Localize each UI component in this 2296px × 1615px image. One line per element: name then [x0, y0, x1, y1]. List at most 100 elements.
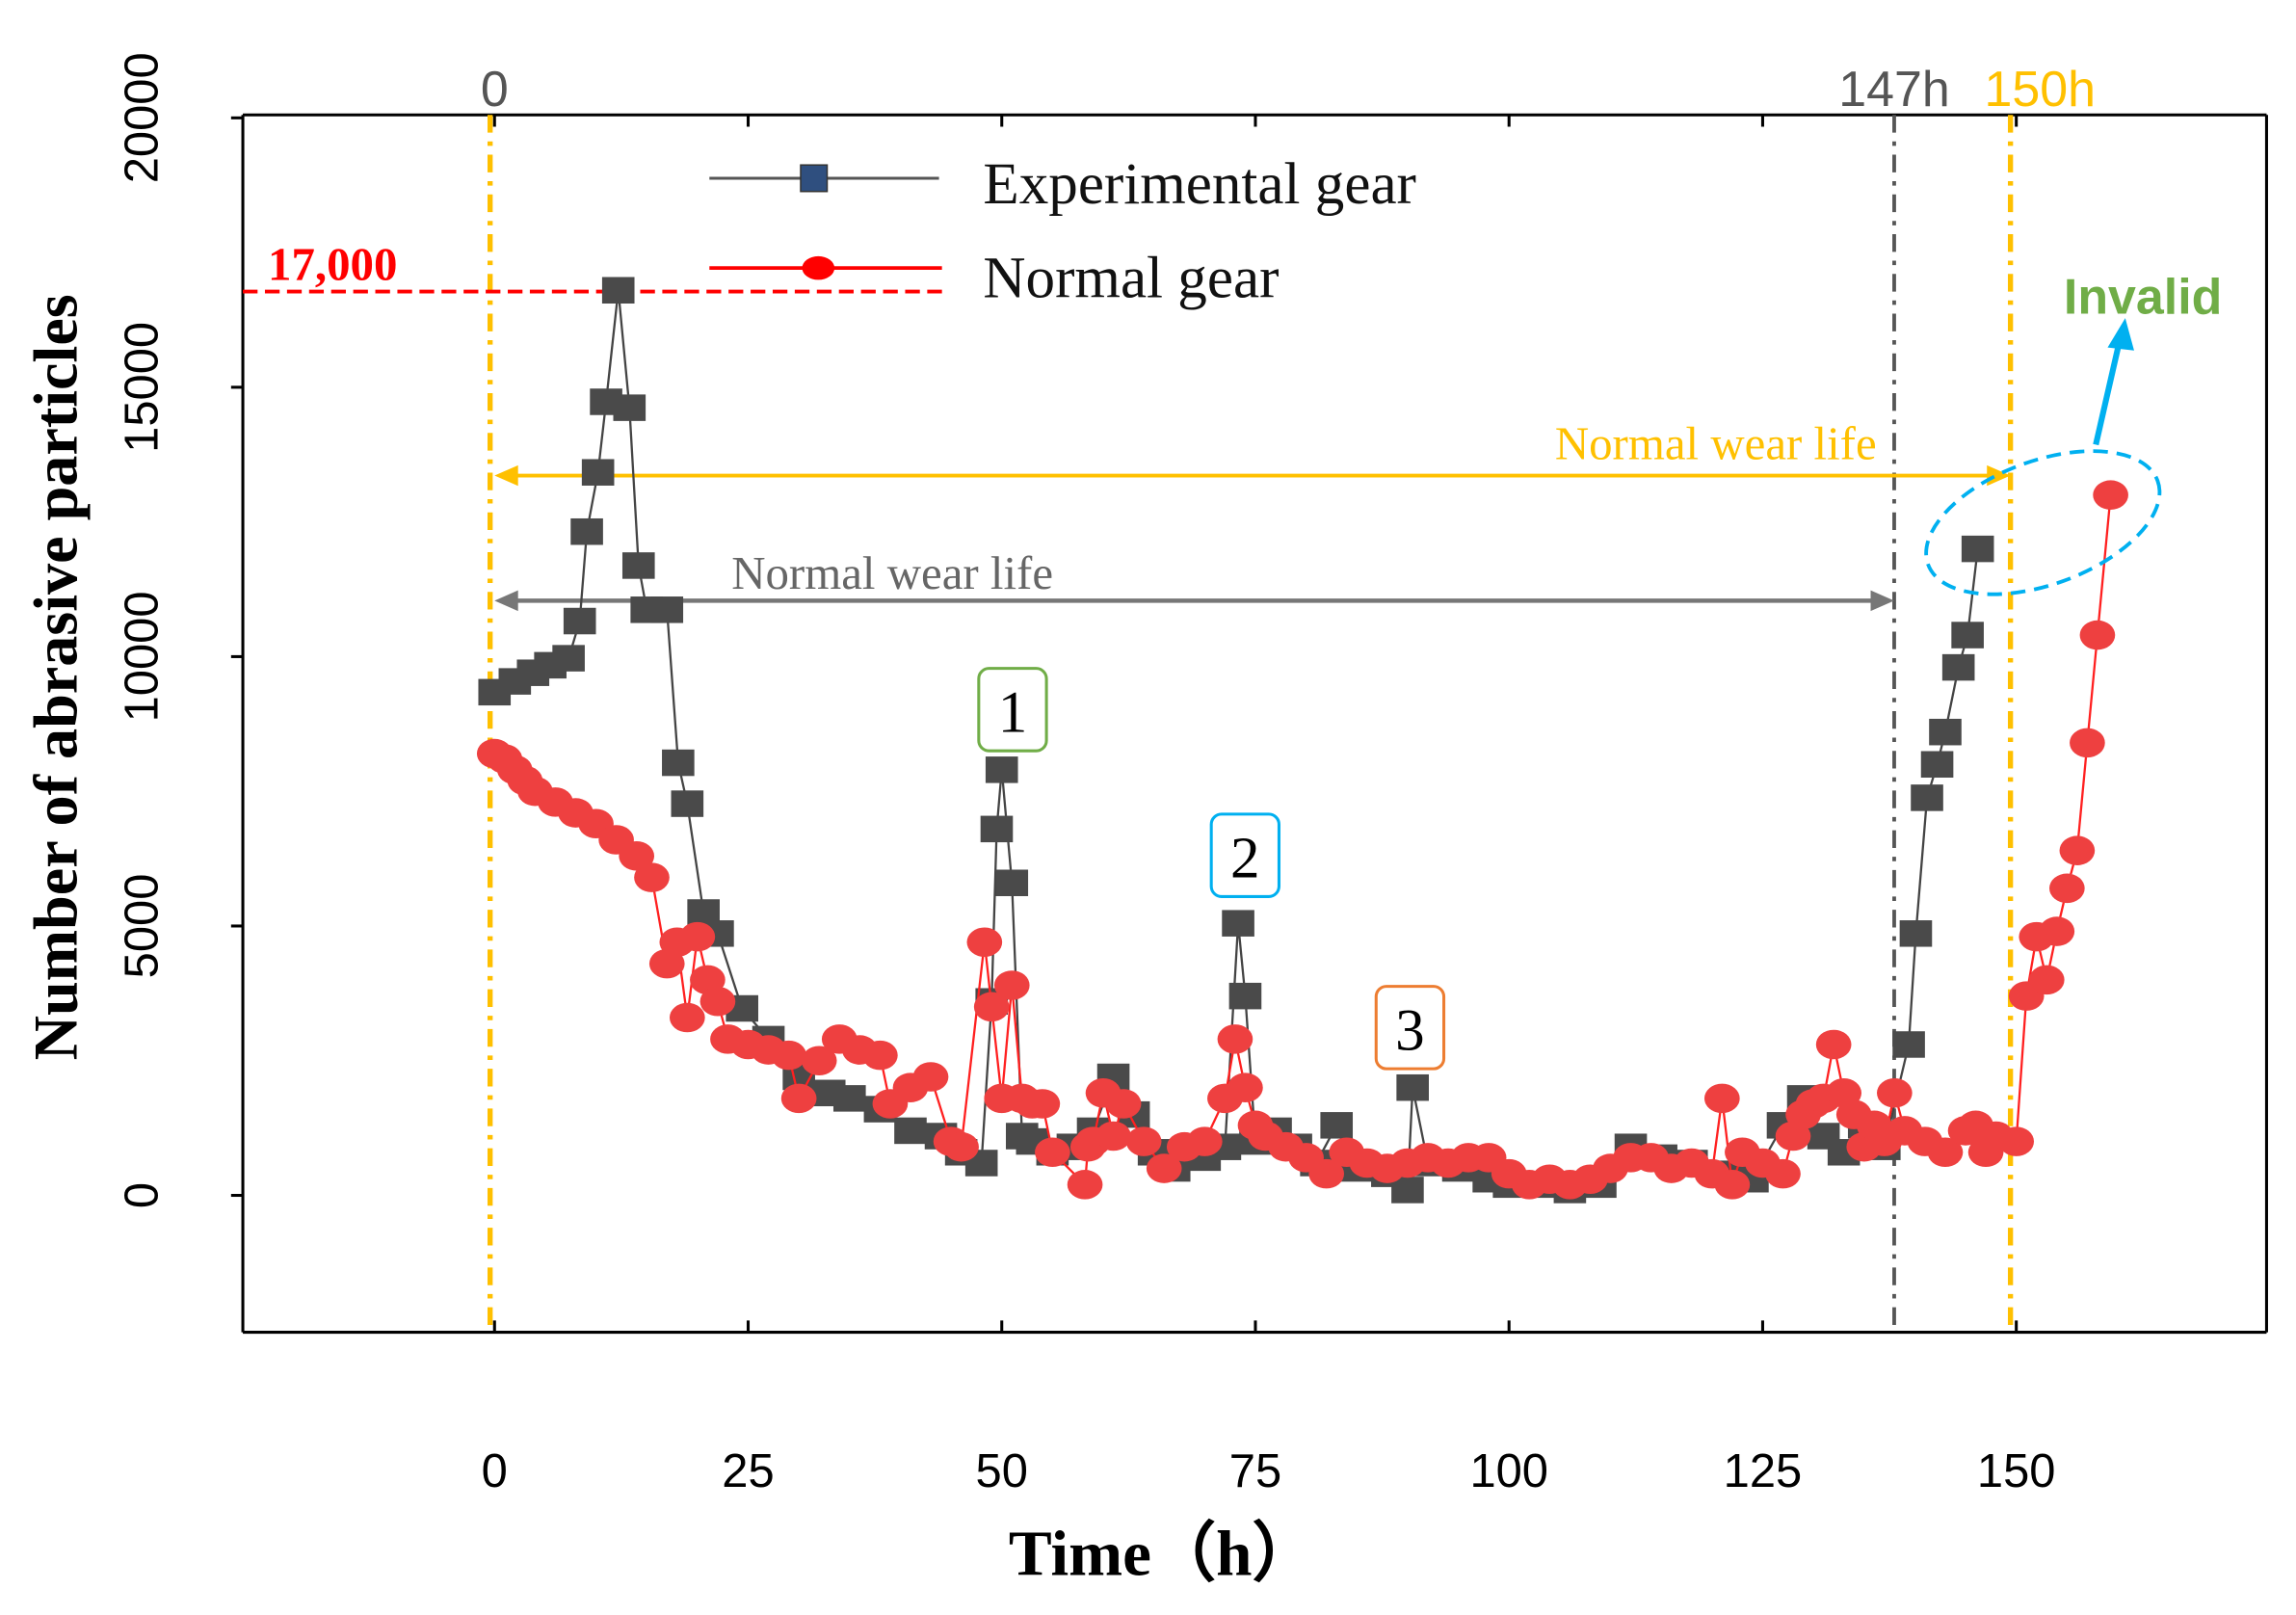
data-point-circle — [973, 992, 1010, 1022]
x-tick-label: 125 — [1724, 1445, 1803, 1497]
data-point-circle — [780, 1083, 817, 1114]
data-point-circle — [1714, 1170, 1751, 1200]
arrowhead-left — [494, 464, 518, 487]
legend-marker-experimental — [800, 164, 829, 193]
data-point-square — [1899, 920, 1933, 947]
data-point-square — [563, 607, 596, 635]
arrowhead-right — [1987, 464, 2011, 487]
data-point-square — [1920, 751, 1954, 778]
data-point-circle — [669, 1002, 705, 1033]
data-point-circle — [912, 1062, 949, 1092]
data-point-circle — [2070, 728, 2105, 758]
data-point-circle — [1105, 1089, 1142, 1119]
data-point-circle — [993, 970, 1030, 1000]
data-point-circle — [943, 1131, 979, 1162]
data-point-square — [832, 1085, 866, 1112]
peak-label-3-text: 3 — [1395, 998, 1425, 1063]
invalid-arrow — [2093, 318, 2134, 446]
y-tick-label: 5000 — [116, 874, 168, 979]
x-tick-label: 75 — [1229, 1445, 1281, 1497]
data-point-square — [662, 749, 695, 777]
data-point-circle — [1067, 1170, 1103, 1200]
data-point-square — [1391, 1177, 1424, 1204]
x-tick-label: 100 — [1469, 1445, 1548, 1497]
y-tick-label: 10000 — [116, 591, 168, 722]
data-point-circle — [1998, 1126, 2035, 1156]
data-point-circle — [2079, 620, 2116, 650]
data-point-circle — [966, 927, 1003, 958]
data-point-square — [980, 815, 1014, 843]
data-point-square — [1228, 982, 1262, 1010]
data-point-circle — [2039, 916, 2075, 946]
y-tick-label: 15000 — [116, 322, 168, 453]
data-point-square — [1222, 910, 1254, 937]
data-point-square — [1396, 1073, 1429, 1101]
data-point-circle — [1095, 1121, 1131, 1152]
data-point-circle — [1227, 1072, 1263, 1102]
peak-label-2-text: 2 — [1230, 827, 1260, 891]
data-point-circle — [2093, 480, 2128, 510]
data-point-circle — [1877, 1078, 1913, 1108]
top-label-150h: 150h — [1984, 62, 2096, 118]
peak-label-1-text: 1 — [998, 680, 1028, 745]
data-point-circle — [862, 1040, 898, 1071]
data-point-square — [671, 790, 704, 817]
legend-label-normal: Normal gear — [983, 247, 1279, 311]
data-point-circle — [679, 921, 716, 952]
wear-life-label-experimental: Normal wear life — [731, 546, 1053, 599]
data-point-circle — [2028, 965, 2065, 995]
data-point-square — [570, 517, 603, 545]
data-point-circle — [1704, 1083, 1740, 1114]
data-point-circle — [1035, 1137, 1070, 1168]
axes: 0 25 50 75 100 125 150 0 5000 10000 15000 20000 — [116, 52, 2055, 1497]
series-normal-gear — [476, 480, 2128, 1200]
data-point-square — [1929, 718, 1962, 746]
data-point-circle — [771, 1040, 806, 1071]
data-point-circle — [1186, 1126, 1223, 1156]
data-point-square — [995, 869, 1029, 896]
data-point-circle — [1927, 1137, 1964, 1168]
data-point-square — [621, 552, 655, 579]
data-point-circle — [801, 1046, 837, 1076]
x-tick-label: 0 — [482, 1445, 508, 1497]
legend-marker-normal — [802, 255, 835, 280]
x-tick-label: 50 — [976, 1445, 1028, 1497]
data-point-square — [1892, 1031, 1925, 1058]
data-point-circle — [1217, 1024, 1254, 1054]
data-point-circle — [1146, 1153, 1182, 1183]
data-point-circle — [1765, 1158, 1801, 1189]
data-point-square — [601, 277, 635, 304]
x-tick-label: 25 — [722, 1445, 774, 1497]
peak-label-1: 1 — [977, 667, 1048, 753]
y-tick-label: 0 — [116, 1182, 168, 1208]
data-point-circle — [2049, 873, 2085, 904]
data-point-circle — [1024, 1089, 1061, 1119]
y-tick-label: 20000 — [116, 52, 168, 183]
legend-label-experimental: Experimental gear — [983, 152, 1416, 217]
top-label-147h: 147h — [1838, 62, 1950, 118]
reference-lines — [243, 115, 2014, 1333]
data-point-circle — [699, 986, 736, 1017]
series-experimental-gear — [478, 277, 1994, 1204]
data-point-circle — [1308, 1158, 1345, 1189]
invalid-label: Invalid — [2064, 270, 2222, 326]
threshold-label: 17,000 — [268, 237, 397, 290]
data-point-circle — [634, 862, 670, 892]
data-point-circle — [619, 841, 655, 871]
data-point-square — [1951, 622, 1984, 649]
data-point-square — [1961, 535, 1994, 563]
series-layer — [476, 277, 2128, 1204]
data-point-circle — [1815, 1029, 1852, 1060]
y-axis-title: Number of abrasive particles — [21, 294, 90, 1060]
data-point-square — [1941, 653, 1975, 681]
data-point-circle — [2059, 835, 2096, 865]
peak-label-2: 2 — [1209, 812, 1280, 898]
data-point-square — [985, 756, 1018, 783]
invalid-region-ellipse — [1924, 449, 2162, 596]
wear-life-label-normal: Normal wear life — [1555, 417, 1877, 470]
arrowhead-right — [1870, 590, 1894, 612]
data-point-square — [613, 394, 647, 421]
data-point-square — [894, 1117, 927, 1145]
data-point-square — [1320, 1112, 1354, 1139]
data-point-square — [581, 459, 615, 486]
